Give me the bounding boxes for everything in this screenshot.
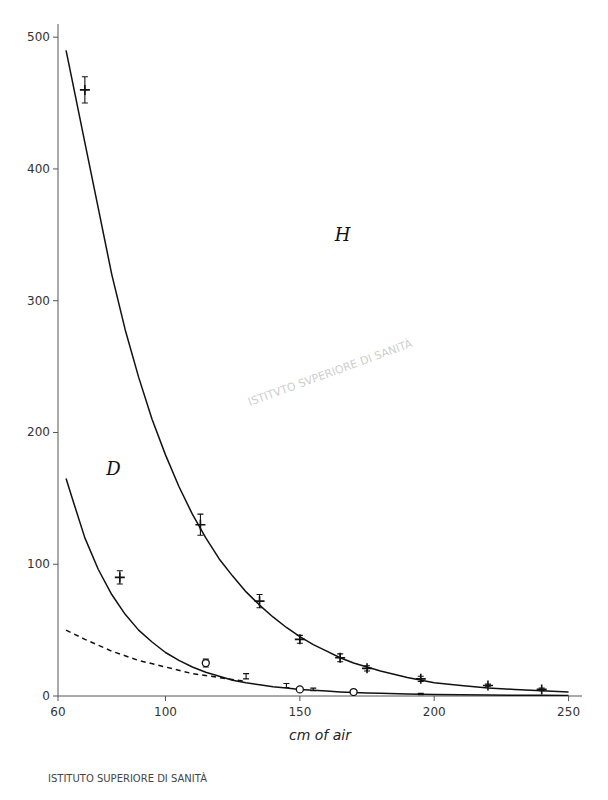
plus-marker: [362, 663, 372, 673]
curve: [66, 630, 246, 681]
plus-marker: [416, 674, 426, 684]
y-tick: [53, 37, 58, 38]
y-tick-label: 400: [27, 162, 50, 176]
x-axis-label: cm of air: [289, 727, 352, 743]
plus-marker: [295, 634, 305, 644]
plus-marker: [537, 684, 547, 694]
x-tick-label: 150: [288, 705, 311, 719]
y-tick: [53, 696, 58, 697]
y-tick-label: 500: [27, 30, 50, 44]
circle-marker: [350, 689, 357, 696]
x-tick-label: 200: [423, 705, 446, 719]
x-tick: [299, 696, 300, 701]
x-tick: [434, 696, 435, 701]
y-tick: [53, 300, 58, 301]
curve-label: D: [105, 458, 121, 479]
x-tick-label: 100: [154, 705, 177, 719]
plus-marker: [335, 653, 345, 663]
circle-marker: [202, 660, 209, 667]
y-tick-label: 100: [27, 557, 50, 571]
x-tick: [568, 696, 569, 701]
error-bar: [283, 683, 289, 687]
footer: ISTITUTO SUPERIORE DI SANITÀ: [48, 772, 207, 784]
page: {"chart_data": { "type": "line", "xlabel…: [0, 0, 608, 800]
y-axis-line: [58, 24, 59, 696]
curve: [66, 50, 569, 692]
chart: 60 100 150 200 250 0 100 200 300 400 500 cm of air H…: [0, 0, 608, 800]
x-tick: [165, 696, 166, 701]
plus-marker: [255, 596, 265, 606]
plot-area: [66, 50, 569, 695]
error-bar: [418, 693, 424, 694]
y-tick-label: 300: [27, 294, 50, 308]
plus-marker: [195, 520, 205, 530]
circle-marker: [296, 686, 303, 693]
y-tick-label: 200: [27, 425, 50, 439]
y-tick: [53, 168, 58, 169]
error-bar: [243, 674, 249, 679]
curve-label: H: [334, 224, 351, 245]
y-tick: [53, 564, 58, 565]
x-tick-label: 60: [50, 705, 65, 719]
plus-marker: [80, 85, 90, 95]
y-tick-label: 0: [42, 689, 50, 703]
plus-marker: [483, 680, 493, 690]
y-tick: [53, 432, 58, 433]
error-bar: [310, 688, 316, 691]
x-tick-label: 250: [557, 705, 580, 719]
curve: [66, 479, 569, 696]
x-tick: [58, 696, 59, 701]
plus-marker: [115, 572, 125, 582]
error-bar: [203, 659, 209, 667]
watermark: ISTITVTO SVPERIORE DI SANITÀ: [246, 337, 414, 409]
